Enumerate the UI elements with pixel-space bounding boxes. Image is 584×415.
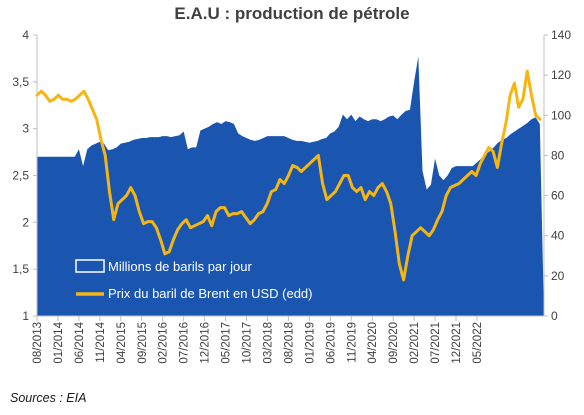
legend-area-swatch xyxy=(75,259,105,273)
y-left-tick-label: 3,5 xyxy=(12,75,29,89)
x-tick-label: 05/2017 xyxy=(221,322,233,364)
x-tick-label: 05/2022 xyxy=(472,322,484,364)
x-tick-label: 02/2016 xyxy=(158,322,170,364)
source-note: Sources : EIA xyxy=(10,391,86,405)
line-series-brent xyxy=(35,69,542,282)
x-tick-label: 12/2021 xyxy=(451,322,463,364)
y-right-tick-label: 40 xyxy=(551,229,565,243)
x-tick-label: 09/2020 xyxy=(388,322,400,364)
y-axis-left-ticks: 1 1,5 2 2,5 3 3,5 4 xyxy=(12,28,37,323)
x-tick-label: 04/2015 xyxy=(116,322,128,364)
x-tick-label: 02/2021 xyxy=(409,322,421,364)
x-tick-label: 07/2021 xyxy=(430,322,442,364)
y-left-tick-label: 2,5 xyxy=(12,169,29,183)
production-area xyxy=(37,56,544,316)
y-left-tick-label: 1,5 xyxy=(12,262,29,276)
x-tick-label: 11/2019 xyxy=(346,322,358,363)
y-right-tick-label: 140 xyxy=(551,28,571,42)
y-left-tick-label: 4 xyxy=(22,28,29,42)
x-tick-label: 01/2019 xyxy=(304,322,316,364)
x-tick-label: 06/2019 xyxy=(325,322,337,364)
x-tick-label: 06/2014 xyxy=(74,321,86,363)
x-tick-label: 07/2016 xyxy=(179,322,191,364)
brent-price-line xyxy=(35,69,542,282)
y-right-tick-label: 0 xyxy=(551,309,558,323)
y-left-tick-label: 2 xyxy=(22,215,29,229)
area-series-production xyxy=(37,56,544,316)
x-tick-label: 10/2017 xyxy=(242,322,254,364)
x-axis-ticks: 08/2013 01/2014 06/2014 11/2014 04/2015 09/20… xyxy=(32,316,484,364)
x-tick-label: 04/2020 xyxy=(367,322,379,364)
x-tick-label: 01/2014 xyxy=(53,321,65,363)
x-tick-label: 09/2015 xyxy=(137,322,149,364)
y-right-tick-label: 120 xyxy=(551,68,571,82)
x-tick-label: 12/2016 xyxy=(200,322,212,364)
y-left-tick-label: 3 xyxy=(22,122,29,136)
y-left-tick-label: 1 xyxy=(22,309,29,323)
x-tick-label: 08/2013 xyxy=(32,322,44,364)
x-tick-label: 08/2018 xyxy=(283,322,295,364)
y-right-tick-label: 60 xyxy=(551,189,565,203)
y-right-tick-label: 80 xyxy=(551,148,565,162)
x-tick-label: 11/2014 xyxy=(95,321,107,362)
x-tick-label: 03/2018 xyxy=(262,322,274,364)
legend: Millions de barils par jour Prix du bari… xyxy=(75,259,312,301)
legend-area-label: Millions de barils par jour xyxy=(108,259,252,274)
legend-line-label: Prix du baril de Brent en USD (edd) xyxy=(108,286,312,301)
chart-title: E.A.U : production de pétrole xyxy=(174,4,409,23)
y-right-tick-label: 100 xyxy=(551,108,571,122)
y-right-tick-label: 20 xyxy=(551,269,565,283)
y-axis-right-ticks: 0 20 40 60 80 100 120 140 xyxy=(544,28,571,323)
